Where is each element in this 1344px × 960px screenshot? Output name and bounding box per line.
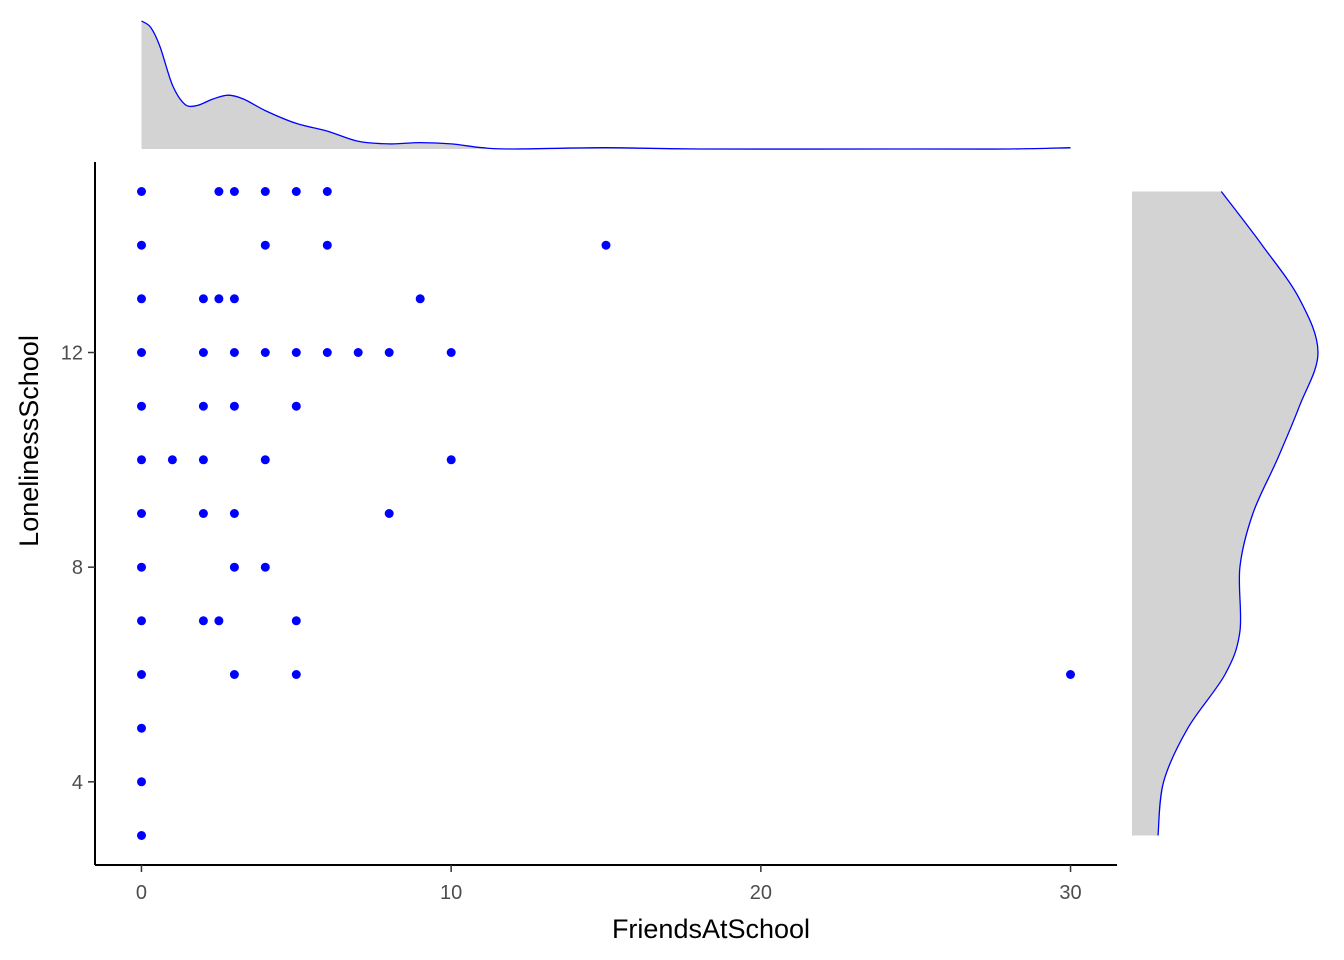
y-density-area (1132, 191, 1318, 836)
scatter-point-41 (198, 616, 208, 626)
scatter-point-18 (260, 348, 270, 357)
scatter-point-40 (137, 616, 146, 626)
scatter-point-22 (384, 348, 394, 357)
scatter-point-4 (291, 187, 301, 196)
scatter-point-13 (229, 294, 239, 304)
scatter-point-49 (137, 777, 146, 787)
scatter-point-25 (198, 401, 208, 411)
scatter-point-14 (415, 294, 425, 304)
scatter-point-26 (229, 401, 239, 411)
scatter-point-30 (198, 455, 208, 465)
scatter-point-20 (322, 348, 332, 357)
x-density-area (141, 21, 1071, 150)
x-axis-title: FriendsAtSchool (612, 914, 810, 944)
y-tick-label: 4 (72, 772, 83, 794)
scatter-point-35 (229, 509, 239, 518)
y-tick-label: 12 (61, 343, 83, 365)
y-axis-ticks: 4 8 12 (61, 343, 95, 794)
scatter-point-42 (214, 616, 224, 626)
scatter-point-0 (137, 187, 146, 196)
scatter-point-44 (137, 670, 146, 679)
scatter-point-21 (353, 348, 363, 357)
scatter-point-16 (198, 348, 208, 357)
x-axis-ticks: 0 10 20 30 (136, 865, 1082, 904)
scatter-point-32 (446, 455, 456, 465)
scatter-point-2 (229, 187, 239, 196)
scatter-point-50 (137, 831, 146, 840)
scatter-point-1 (214, 187, 224, 196)
scatter-point-31 (260, 455, 270, 465)
x-tick-label: 10 (440, 882, 462, 904)
scatter-point-28 (137, 455, 146, 465)
scatter-point-11 (198, 294, 208, 304)
scatter-point-27 (291, 401, 301, 411)
scatter-point-10 (137, 294, 146, 304)
scatter-point-37 (137, 562, 146, 572)
scatter-point-47 (1066, 670, 1075, 679)
scatter-point-5 (322, 187, 332, 196)
scatter-point-45 (229, 670, 239, 679)
y-axis-title: LonelinessSchool (14, 335, 44, 547)
scatter-point-9 (601, 240, 611, 250)
scatter-point-17 (229, 348, 239, 357)
scatter-point-39 (260, 562, 270, 572)
x-density-line (141, 20, 1071, 150)
scatter-point-46 (291, 670, 301, 679)
x-tick-label: 0 (136, 882, 147, 904)
y-density-line (1157, 191, 1319, 836)
y-tick-label: 8 (72, 557, 83, 579)
y-marginal-density (1132, 191, 1319, 836)
scatter-point-19 (291, 348, 301, 357)
scatter-point-8 (322, 240, 332, 250)
scatter-point-7 (260, 240, 270, 250)
scatter-point-24 (137, 401, 146, 411)
scatter-point-3 (260, 187, 270, 196)
scatter-point-36 (384, 509, 394, 518)
scatter-point-34 (198, 509, 208, 518)
x-tick-label: 20 (750, 882, 772, 904)
scatter-points (137, 187, 1075, 840)
scatter-point-23 (446, 348, 456, 357)
scatter-point-29 (167, 455, 177, 465)
scatter-point-33 (137, 509, 146, 518)
x-marginal-density (141, 20, 1071, 150)
x-tick-label: 30 (1059, 882, 1081, 904)
scatter-point-12 (214, 294, 224, 304)
scatter-point-43 (291, 616, 301, 626)
scatter-point-15 (137, 348, 146, 357)
scatter-point-6 (137, 240, 146, 250)
scatter-point-48 (137, 723, 146, 733)
scatter-point-38 (229, 562, 239, 572)
